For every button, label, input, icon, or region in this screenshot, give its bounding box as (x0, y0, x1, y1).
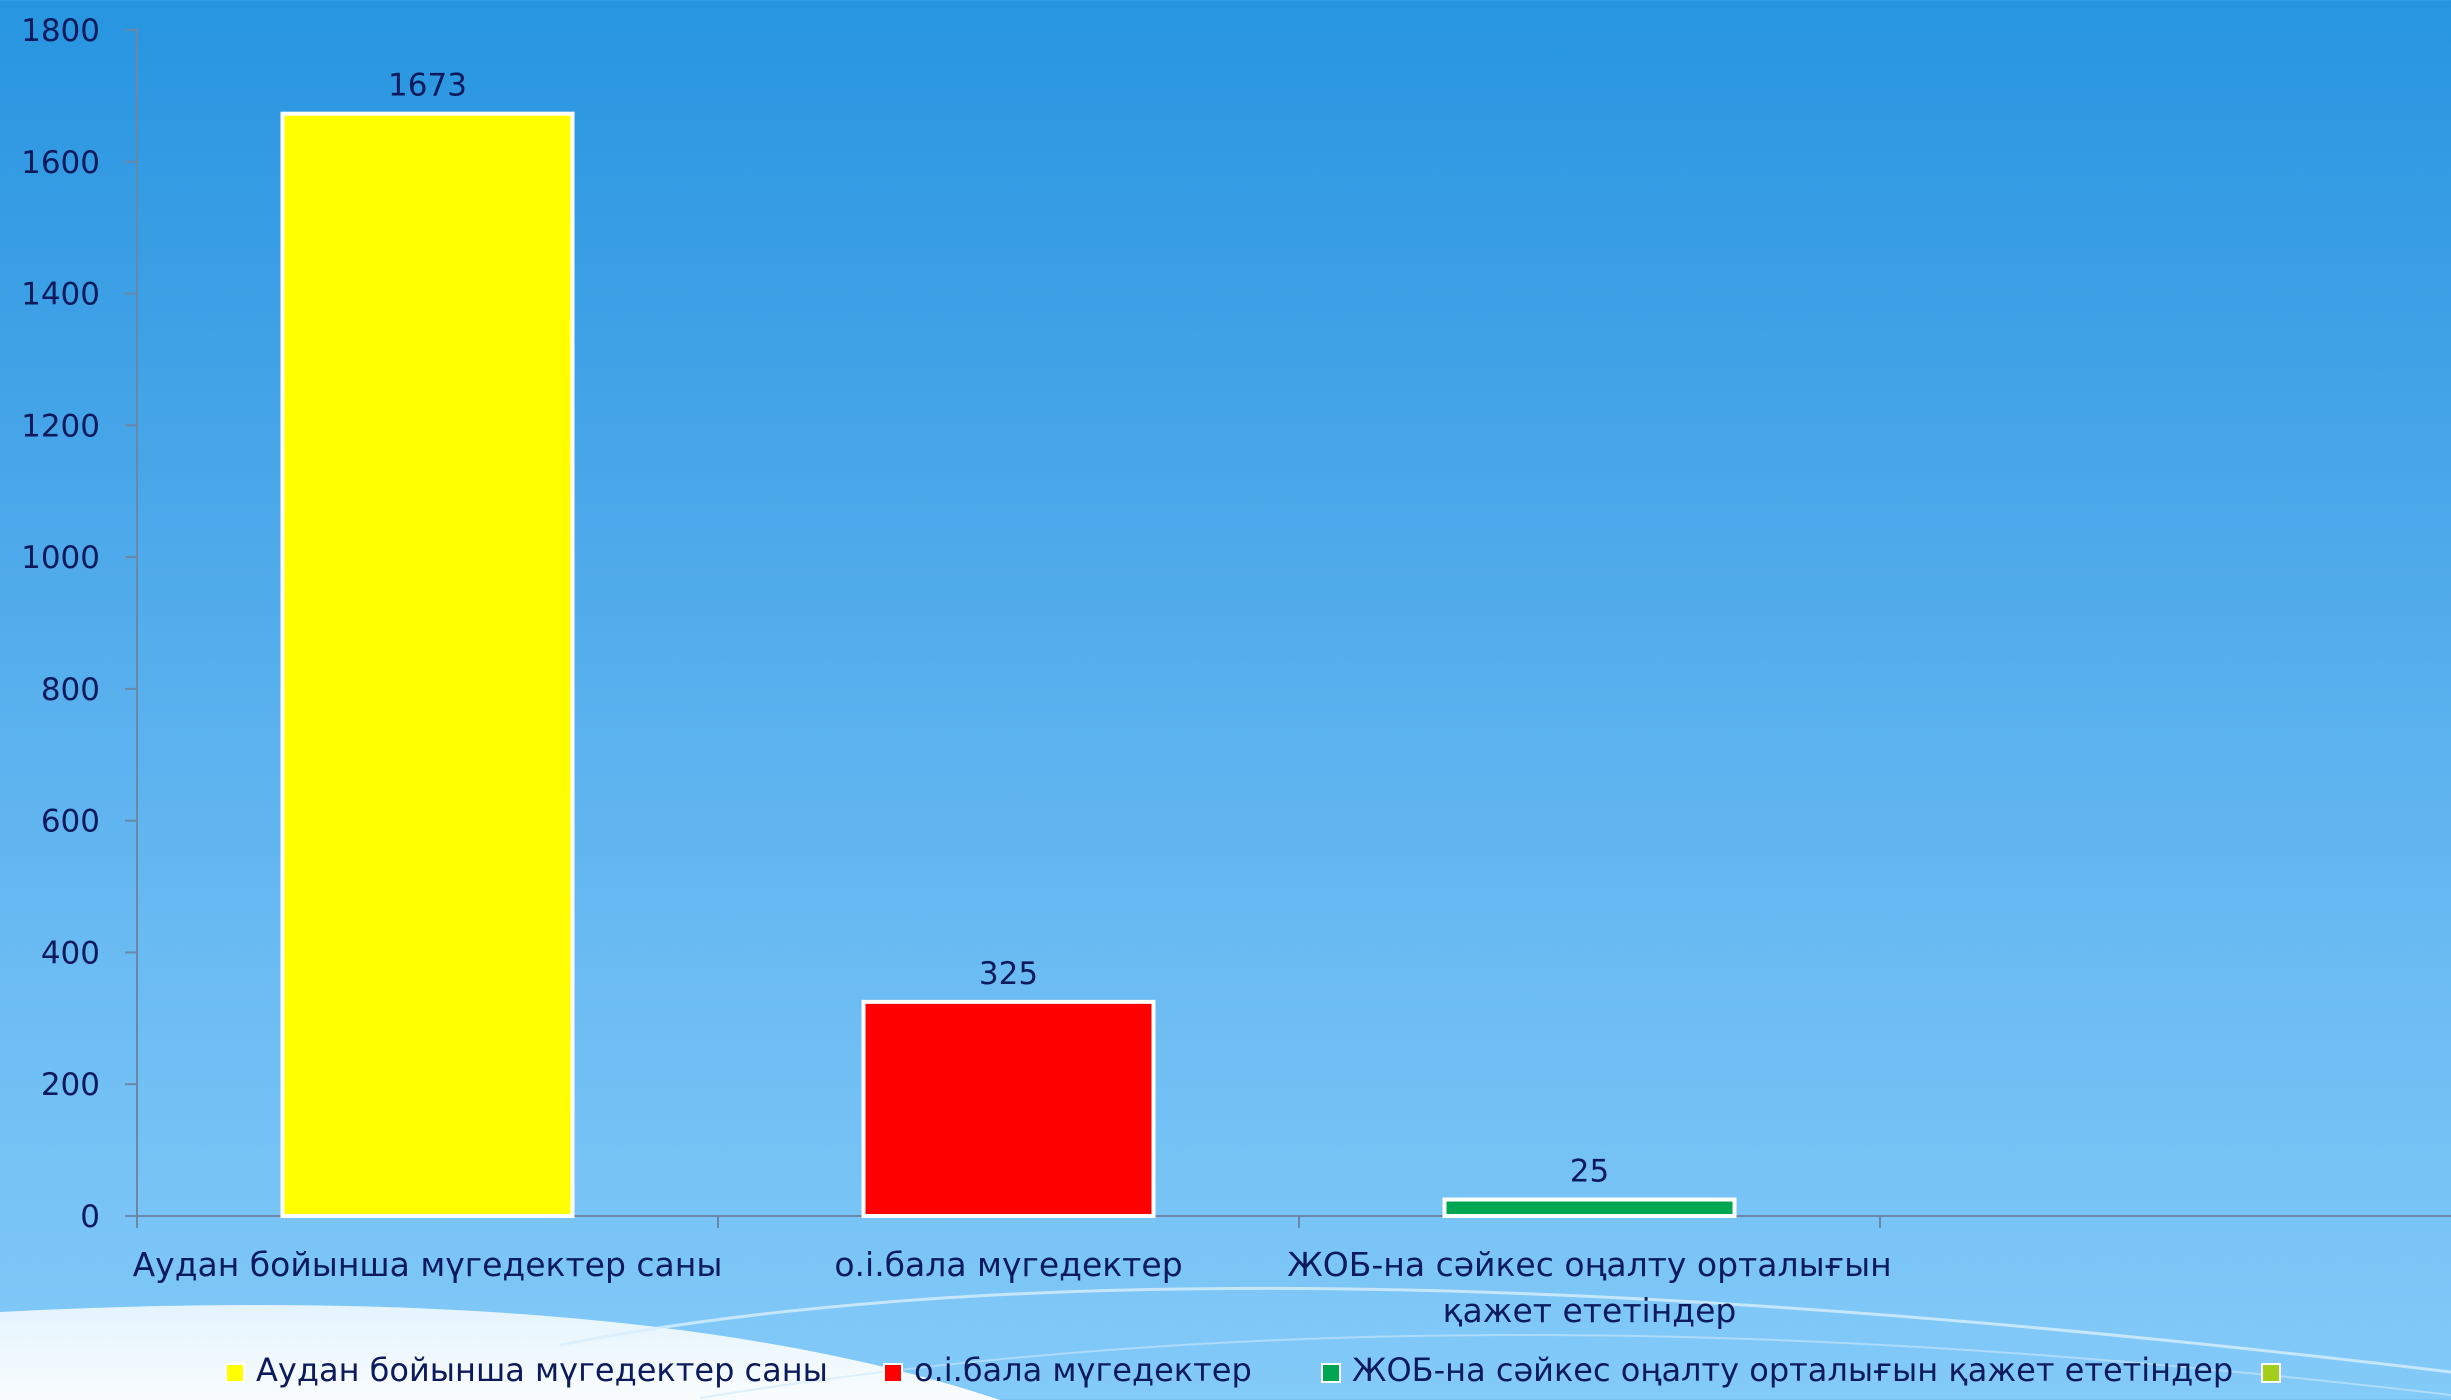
legend-label-3: ЖОБ-на сәйкес оңалту орталығын қажет ете… (1352, 1351, 2233, 1389)
y-tick-label: 1800 (21, 13, 100, 49)
y-tick-label: 200 (41, 1067, 100, 1103)
x-category-label: о.і.бала мүгедектер (834, 1245, 1182, 1284)
y-tick-label: 1200 (21, 408, 100, 444)
data-label-2: 325 (979, 956, 1038, 992)
bar-1 (280, 111, 575, 1219)
y-tick-label: 600 (41, 804, 100, 840)
background-swoosh (0, 1286, 2451, 1400)
y-tick-label: 800 (41, 672, 100, 708)
legend-label-2: о.і.бала мүгедектер (914, 1351, 1252, 1389)
y-tick-label: 400 (41, 935, 100, 971)
legend-swatch-3 (1321, 1363, 1341, 1383)
y-tick-label: 1600 (21, 145, 100, 181)
legend-swatch-2 (883, 1363, 903, 1383)
data-label-3: 25 (1570, 1154, 1609, 1190)
legend-label-1: Аудан бойынша мүгедектер саны (256, 1351, 828, 1389)
y-tick-label: 0 (80, 1199, 100, 1235)
legend-swatch-1 (225, 1363, 245, 1383)
x-category-label: қажет ететіндер (1443, 1291, 1737, 1330)
labels: 1673 Аудан бойынша мүгедектер саны 325 о.і.… (133, 68, 1892, 1330)
legend-swatch-4 (2261, 1363, 2281, 1383)
bar-2 (861, 999, 1156, 1218)
y-tick-label: 1400 (21, 277, 100, 313)
x-category-label: Аудан бойынша мүгедектер саны (133, 1245, 723, 1284)
y-tick-label: 1000 (21, 540, 100, 576)
x-category-label: ЖОБ-на сәйкес оңалту орталығын (1287, 1245, 1892, 1284)
data-label-1: 1673 (388, 68, 467, 104)
bar-3 (1442, 1197, 1737, 1219)
bars (280, 111, 1737, 1219)
legend: Аудан бойынша мүгедектер саны о.і.бала мү… (225, 1351, 2281, 1389)
